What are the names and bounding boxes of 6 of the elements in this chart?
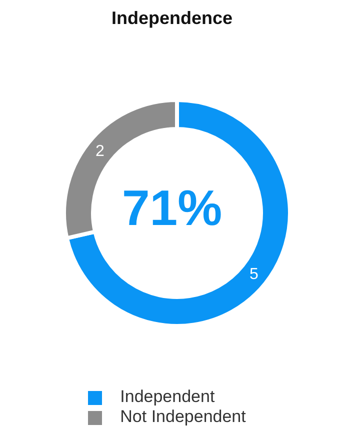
legend-label: Not Independent	[120, 407, 246, 426]
legend-label: Independent	[120, 387, 215, 406]
chart-title: Independence	[110, 8, 234, 30]
data-label: 2	[96, 143, 105, 160]
text: 71%	[122, 180, 222, 236]
data-label: 5	[250, 266, 259, 283]
